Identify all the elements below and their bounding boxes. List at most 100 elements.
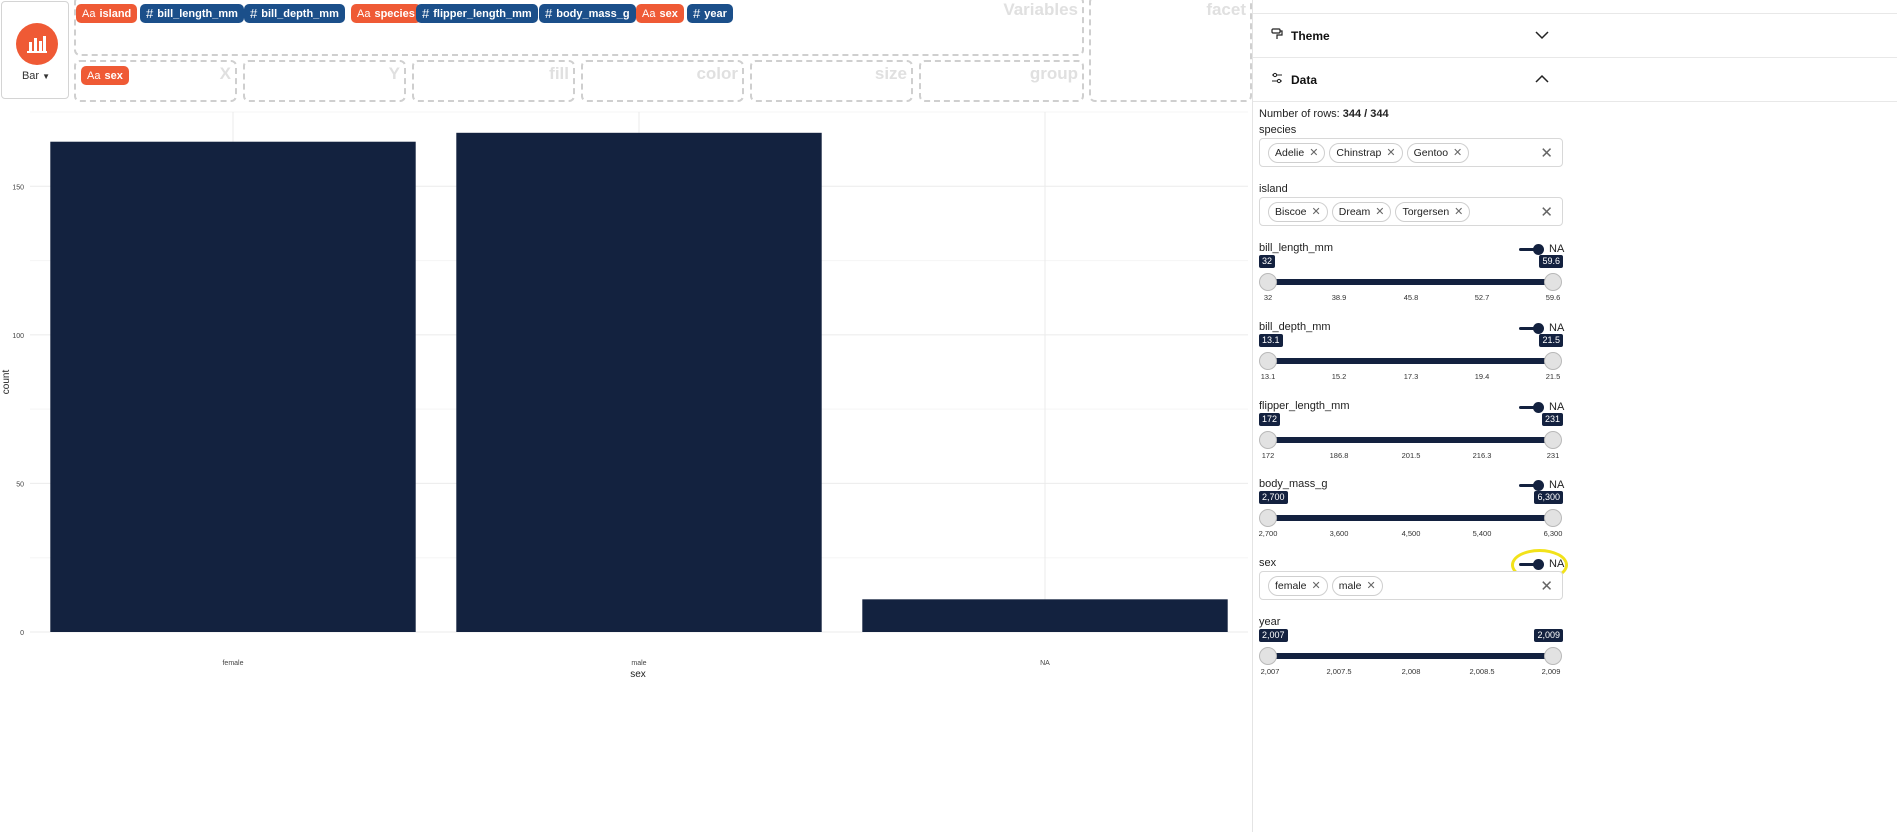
x-axis-label: sex [630, 669, 646, 680]
sex-filter-select[interactable]: female ✕ male ✕ ✕ [1259, 571, 1563, 600]
variable-pill-bill-length-mm[interactable]: # bill_length_mm [140, 4, 244, 23]
slider-tick: 59.6 [1545, 293, 1561, 302]
clear-selection-icon[interactable]: ✕ [1540, 204, 1553, 221]
variable-pill-year[interactable]: # year [687, 4, 733, 23]
variable-pill-species[interactable]: Aa species [351, 4, 421, 23]
chip-label: Dream [1338, 205, 1371, 218]
chip-gentoo: Gentoo ✕ [1406, 142, 1470, 163]
bar-male [456, 132, 822, 633]
variable-pill-island[interactable]: Aa island [76, 4, 138, 23]
slider-min-handle[interactable] [1259, 647, 1277, 665]
slider-track [1268, 653, 1553, 659]
facet-zone[interactable]: facet [1089, 0, 1252, 102]
row-count-label: Number of rows: [1259, 108, 1340, 120]
numeric-type-icon: # [545, 6, 553, 21]
size-zone-label: size [874, 64, 907, 83]
na-toggle[interactable]: NA [1519, 479, 1564, 491]
chip-label: Chinstrap [1336, 146, 1382, 159]
slider-min-handle[interactable] [1259, 509, 1277, 527]
slider-tick: 3,600 [1329, 529, 1349, 538]
row-count-value: 344 / 344 [1342, 108, 1389, 120]
color-zone[interactable]: color [581, 60, 744, 102]
chip-male: male ✕ [1331, 575, 1383, 596]
slider-max-value: 231 [1541, 413, 1563, 426]
slider-tick: 172 [1261, 451, 1275, 460]
flipper-length-range-slider[interactable]: 172 231 172 186.8 201.5 216.3 231 [1259, 413, 1563, 471]
slider-max-handle[interactable] [1544, 352, 1562, 370]
text-type-icon: Aa [642, 7, 656, 20]
slider-max-handle[interactable] [1544, 647, 1562, 665]
variable-pill-body-mass-g[interactable]: # body_mass_g [539, 4, 636, 23]
remove-chip-icon[interactable]: ✕ [1375, 206, 1385, 218]
bar-chart: female male NA 0 50 100 150 count sex [1, 111, 1248, 680]
remove-chip-icon[interactable]: ✕ [1311, 580, 1321, 592]
toggle-track [1519, 405, 1535, 409]
slider-tick: 186.8 [1329, 451, 1349, 460]
x-mapped-pill-sex[interactable]: Aa sex [81, 66, 129, 85]
sliders-icon [1271, 72, 1283, 87]
size-zone[interactable]: size [750, 60, 913, 102]
bill-depth-filter-label: bill_depth_mm [1259, 321, 1331, 333]
slider-max-handle[interactable] [1544, 431, 1562, 449]
remove-chip-icon[interactable]: ✕ [1366, 580, 1376, 592]
body-mass-range-slider[interactable]: 2,700 6,300 2,700 3,600 4,500 5,400 6,30… [1259, 491, 1563, 549]
theme-accordion-header[interactable]: Theme [1253, 14, 1897, 58]
remove-chip-icon[interactable]: ✕ [1311, 206, 1321, 218]
y-tick-label: 150 [12, 184, 24, 191]
chip-label: Gentoo [1413, 146, 1449, 159]
clear-selection-icon[interactable]: ✕ [1540, 145, 1553, 162]
na-toggle[interactable]: NA [1519, 322, 1564, 334]
y-tick-label: 0 [20, 630, 24, 637]
chip-biscoe: Biscoe ✕ [1268, 201, 1328, 222]
na-label: NA [1549, 243, 1565, 255]
text-type-icon: Aa [82, 7, 96, 20]
remove-chip-icon[interactable]: ✕ [1386, 147, 1396, 159]
chevron-up-icon[interactable] [1535, 72, 1549, 86]
slider-max-handle[interactable] [1544, 273, 1562, 291]
slider-min-handle[interactable] [1259, 431, 1277, 449]
geom-label[interactable]: Bar ▼ [2, 70, 70, 82]
y-tick-label: 100 [12, 333, 24, 340]
slider-min-handle[interactable] [1259, 273, 1277, 291]
variable-name: bill_length_mm [157, 7, 238, 20]
slider-max-handle[interactable] [1544, 509, 1562, 527]
bill-length-filter-label: bill_length_mm [1259, 242, 1333, 254]
clear-selection-icon[interactable]: ✕ [1540, 578, 1553, 595]
fill-zone[interactable]: fill [412, 60, 575, 102]
variable-name: island [99, 7, 132, 20]
remove-chip-icon[interactable]: ✕ [1454, 206, 1464, 218]
paint-roller-icon [1271, 28, 1283, 43]
numeric-type-icon: # [693, 6, 701, 21]
slider-min-handle[interactable] [1259, 352, 1277, 370]
geom-selector[interactable]: Bar ▼ [1, 1, 69, 99]
geom-name: Bar [21, 70, 40, 82]
y-zone-label: Y [388, 64, 400, 83]
island-filter-select[interactable]: Biscoe ✕ Dream ✕ Torgersen ✕ ✕ [1259, 197, 1563, 226]
slider-tick: 201.5 [1401, 451, 1421, 460]
chip-chinstrap: Chinstrap ✕ [1329, 142, 1403, 163]
variable-pill-flipper-length-mm[interactable]: # flipper_length_mm [416, 4, 538, 23]
variable-pill-bill-depth-mm[interactable]: # bill_depth_mm [244, 4, 345, 23]
year-range-slider[interactable]: 2,007 2,009 2,007 2,007.5 2,008 2,008.5 … [1259, 629, 1563, 687]
variable-name: body_mass_g [556, 7, 630, 20]
variable-pill-sex[interactable]: Aa sex [636, 4, 684, 23]
bar-chart-icon[interactable] [16, 23, 58, 65]
slider-max-value: 2,009 [1534, 629, 1563, 642]
remove-chip-icon[interactable]: ✕ [1453, 147, 1463, 159]
chevron-down-icon[interactable] [1535, 28, 1549, 42]
variable-name: year [704, 7, 727, 20]
species-filter-select[interactable]: Adelie ✕ Chinstrap ✕ Gentoo ✕ ✕ [1259, 138, 1563, 167]
data-accordion-header[interactable]: Data [1253, 58, 1897, 102]
group-zone[interactable]: group [919, 60, 1084, 102]
bill-length-range-slider[interactable]: 32 59.6 32 38.9 45.8 52.7 59.6 [1259, 255, 1563, 313]
y-zone[interactable]: Y [243, 60, 406, 102]
row-count: Number of rows: 344 / 344 [1259, 108, 1389, 120]
na-toggle[interactable]: NA [1519, 243, 1564, 255]
toggle-track [1519, 326, 1535, 330]
bill-depth-range-slider[interactable]: 13.1 21.5 13.1 15.2 17.3 19.4 21.5 [1259, 334, 1563, 392]
slider-max-value: 59.6 [1539, 255, 1563, 268]
na-toggle[interactable]: NA [1519, 401, 1564, 413]
numeric-type-icon: # [146, 6, 154, 21]
remove-chip-icon[interactable]: ✕ [1309, 147, 1319, 159]
x-tick-label: male [631, 660, 646, 667]
